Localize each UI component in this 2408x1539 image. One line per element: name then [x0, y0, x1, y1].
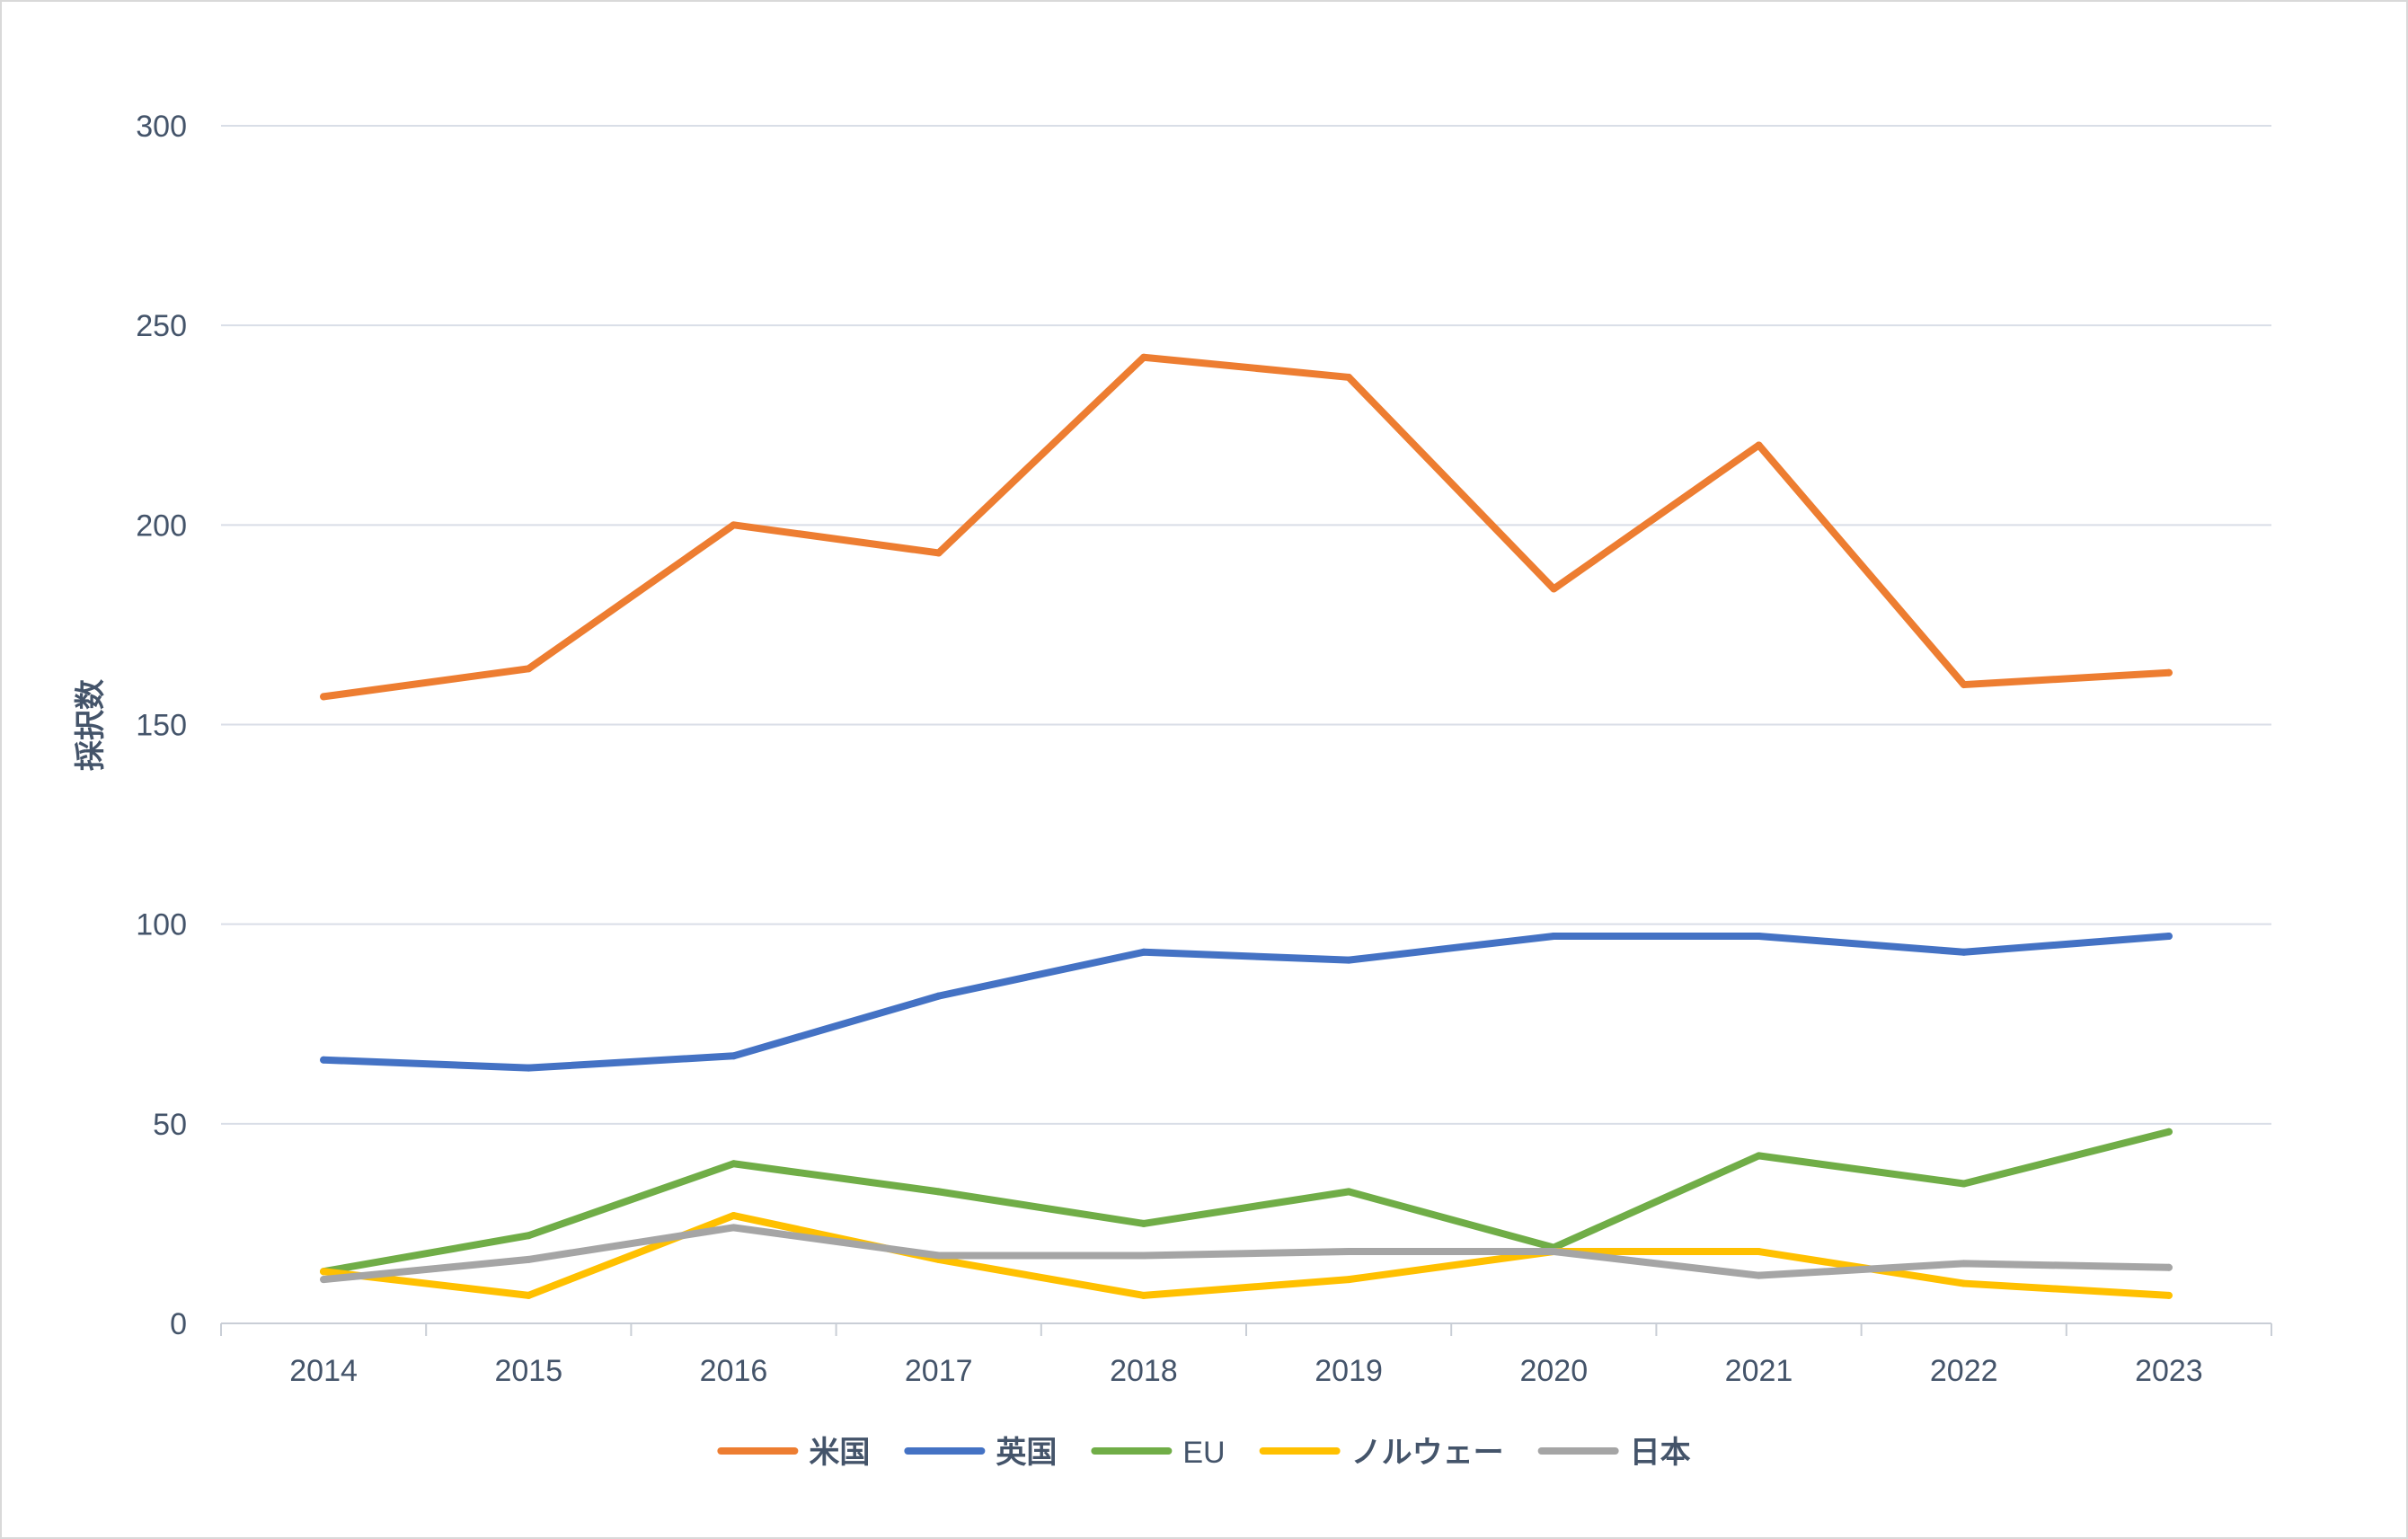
- legend-label: EU: [1182, 1436, 1225, 1470]
- x-axis: 2014 2015 2016 2017 2018 2019 2020 2021 2022 2023: [220, 1322, 2272, 1388]
- data-point: [1345, 373, 1353, 381]
- y-tick-label: 50: [153, 1108, 187, 1142]
- y-axis-ticks: 0 50 100 150 200 250 300: [136, 110, 187, 1341]
- x-tick-label: 2019: [1315, 1354, 1383, 1388]
- data-point: [934, 992, 943, 1000]
- data-point: [1345, 956, 1353, 964]
- y-tick-label: 0: [170, 1307, 187, 1341]
- data-point: [525, 1064, 533, 1072]
- data-point: [1550, 932, 1558, 940]
- data-point: [1755, 1271, 1763, 1279]
- x-tick-label: 2015: [494, 1354, 562, 1388]
- data-point: [320, 693, 328, 701]
- data-point: [730, 1052, 738, 1060]
- data-point: [1960, 948, 1968, 956]
- y-tick-label: 100: [136, 908, 187, 942]
- data-point: [730, 1212, 738, 1220]
- data-point: [320, 1056, 328, 1064]
- data-point: [525, 1255, 533, 1263]
- data-point: [1550, 585, 1558, 593]
- series-4: [320, 1224, 2173, 1284]
- data-point: [934, 549, 943, 557]
- series-line: [320, 1224, 2173, 1284]
- x-tick-label: 2016: [700, 1354, 768, 1388]
- data-point: [1960, 1180, 1968, 1188]
- series-line: [320, 1128, 2173, 1276]
- legend-label: 日本: [1630, 1435, 1691, 1471]
- data-point: [934, 1188, 943, 1196]
- data-point: [2165, 1263, 2173, 1271]
- data-point: [730, 521, 738, 529]
- data-point: [320, 1268, 328, 1276]
- y-tick-label: 150: [136, 709, 187, 743]
- series-line: [320, 353, 2173, 701]
- data-point: [1755, 441, 1763, 449]
- gridlines: [221, 125, 2271, 1125]
- data-point: [525, 1232, 533, 1240]
- legend-item[interactable]: EU: [1091, 1436, 1226, 1470]
- data-point: [1345, 1276, 1353, 1284]
- data-point: [1755, 1248, 1763, 1256]
- data-point: [1960, 681, 1968, 689]
- data-point: [320, 1276, 328, 1284]
- data-point: [1139, 353, 1147, 361]
- legend-label: 米国: [809, 1435, 870, 1471]
- data-point: [1550, 1248, 1558, 1256]
- data-point: [2165, 668, 2173, 677]
- legend-label: ノルウェー: [1351, 1435, 1504, 1471]
- data-point: [2165, 1291, 2173, 1299]
- x-tick-label: 2018: [1110, 1354, 1178, 1388]
- data-point: [1960, 1260, 1968, 1268]
- series-lines: [320, 353, 2173, 1299]
- legend-item[interactable]: 英国: [904, 1435, 1057, 1471]
- data-point: [525, 1291, 533, 1299]
- data-point: [1139, 948, 1147, 956]
- data-point: [934, 1252, 943, 1260]
- y-tick-label: 250: [136, 309, 187, 343]
- legend-item[interactable]: ノルウェー: [1259, 1435, 1504, 1471]
- x-tick-label: 2023: [2135, 1354, 2203, 1388]
- data-point: [1139, 1219, 1147, 1227]
- x-tick-label: 2021: [1725, 1354, 1793, 1388]
- data-point: [2165, 1128, 2173, 1136]
- x-tick-label: 2014: [289, 1354, 358, 1388]
- series-line: [320, 932, 2173, 1072]
- data-point: [1960, 1279, 1968, 1287]
- legend: 米国 英国 EU ノルウェー 日本: [717, 1435, 1691, 1471]
- legend-item[interactable]: 日本: [1537, 1435, 1691, 1471]
- legend-item[interactable]: 米国: [717, 1435, 870, 1471]
- series-0: [320, 353, 2173, 701]
- x-tick-label: 2020: [1519, 1354, 1588, 1388]
- series-1: [320, 932, 2173, 1072]
- y-axis-label: 採択数: [73, 679, 109, 771]
- data-point: [730, 1160, 738, 1168]
- y-tick-label: 200: [136, 509, 187, 543]
- x-tick-label: 2022: [1930, 1354, 1998, 1388]
- legend-label: 英国: [996, 1435, 1057, 1471]
- data-point: [1139, 1252, 1147, 1260]
- data-point: [1755, 1152, 1763, 1160]
- y-tick-label: 300: [136, 110, 187, 144]
- data-point: [730, 1224, 738, 1232]
- data-point: [1755, 932, 1763, 940]
- data-point: [1139, 1291, 1147, 1299]
- data-point: [525, 665, 533, 673]
- data-point: [2165, 932, 2173, 940]
- data-point: [1345, 1248, 1353, 1256]
- data-point: [1345, 1188, 1353, 1196]
- x-tick-label: 2017: [905, 1354, 973, 1388]
